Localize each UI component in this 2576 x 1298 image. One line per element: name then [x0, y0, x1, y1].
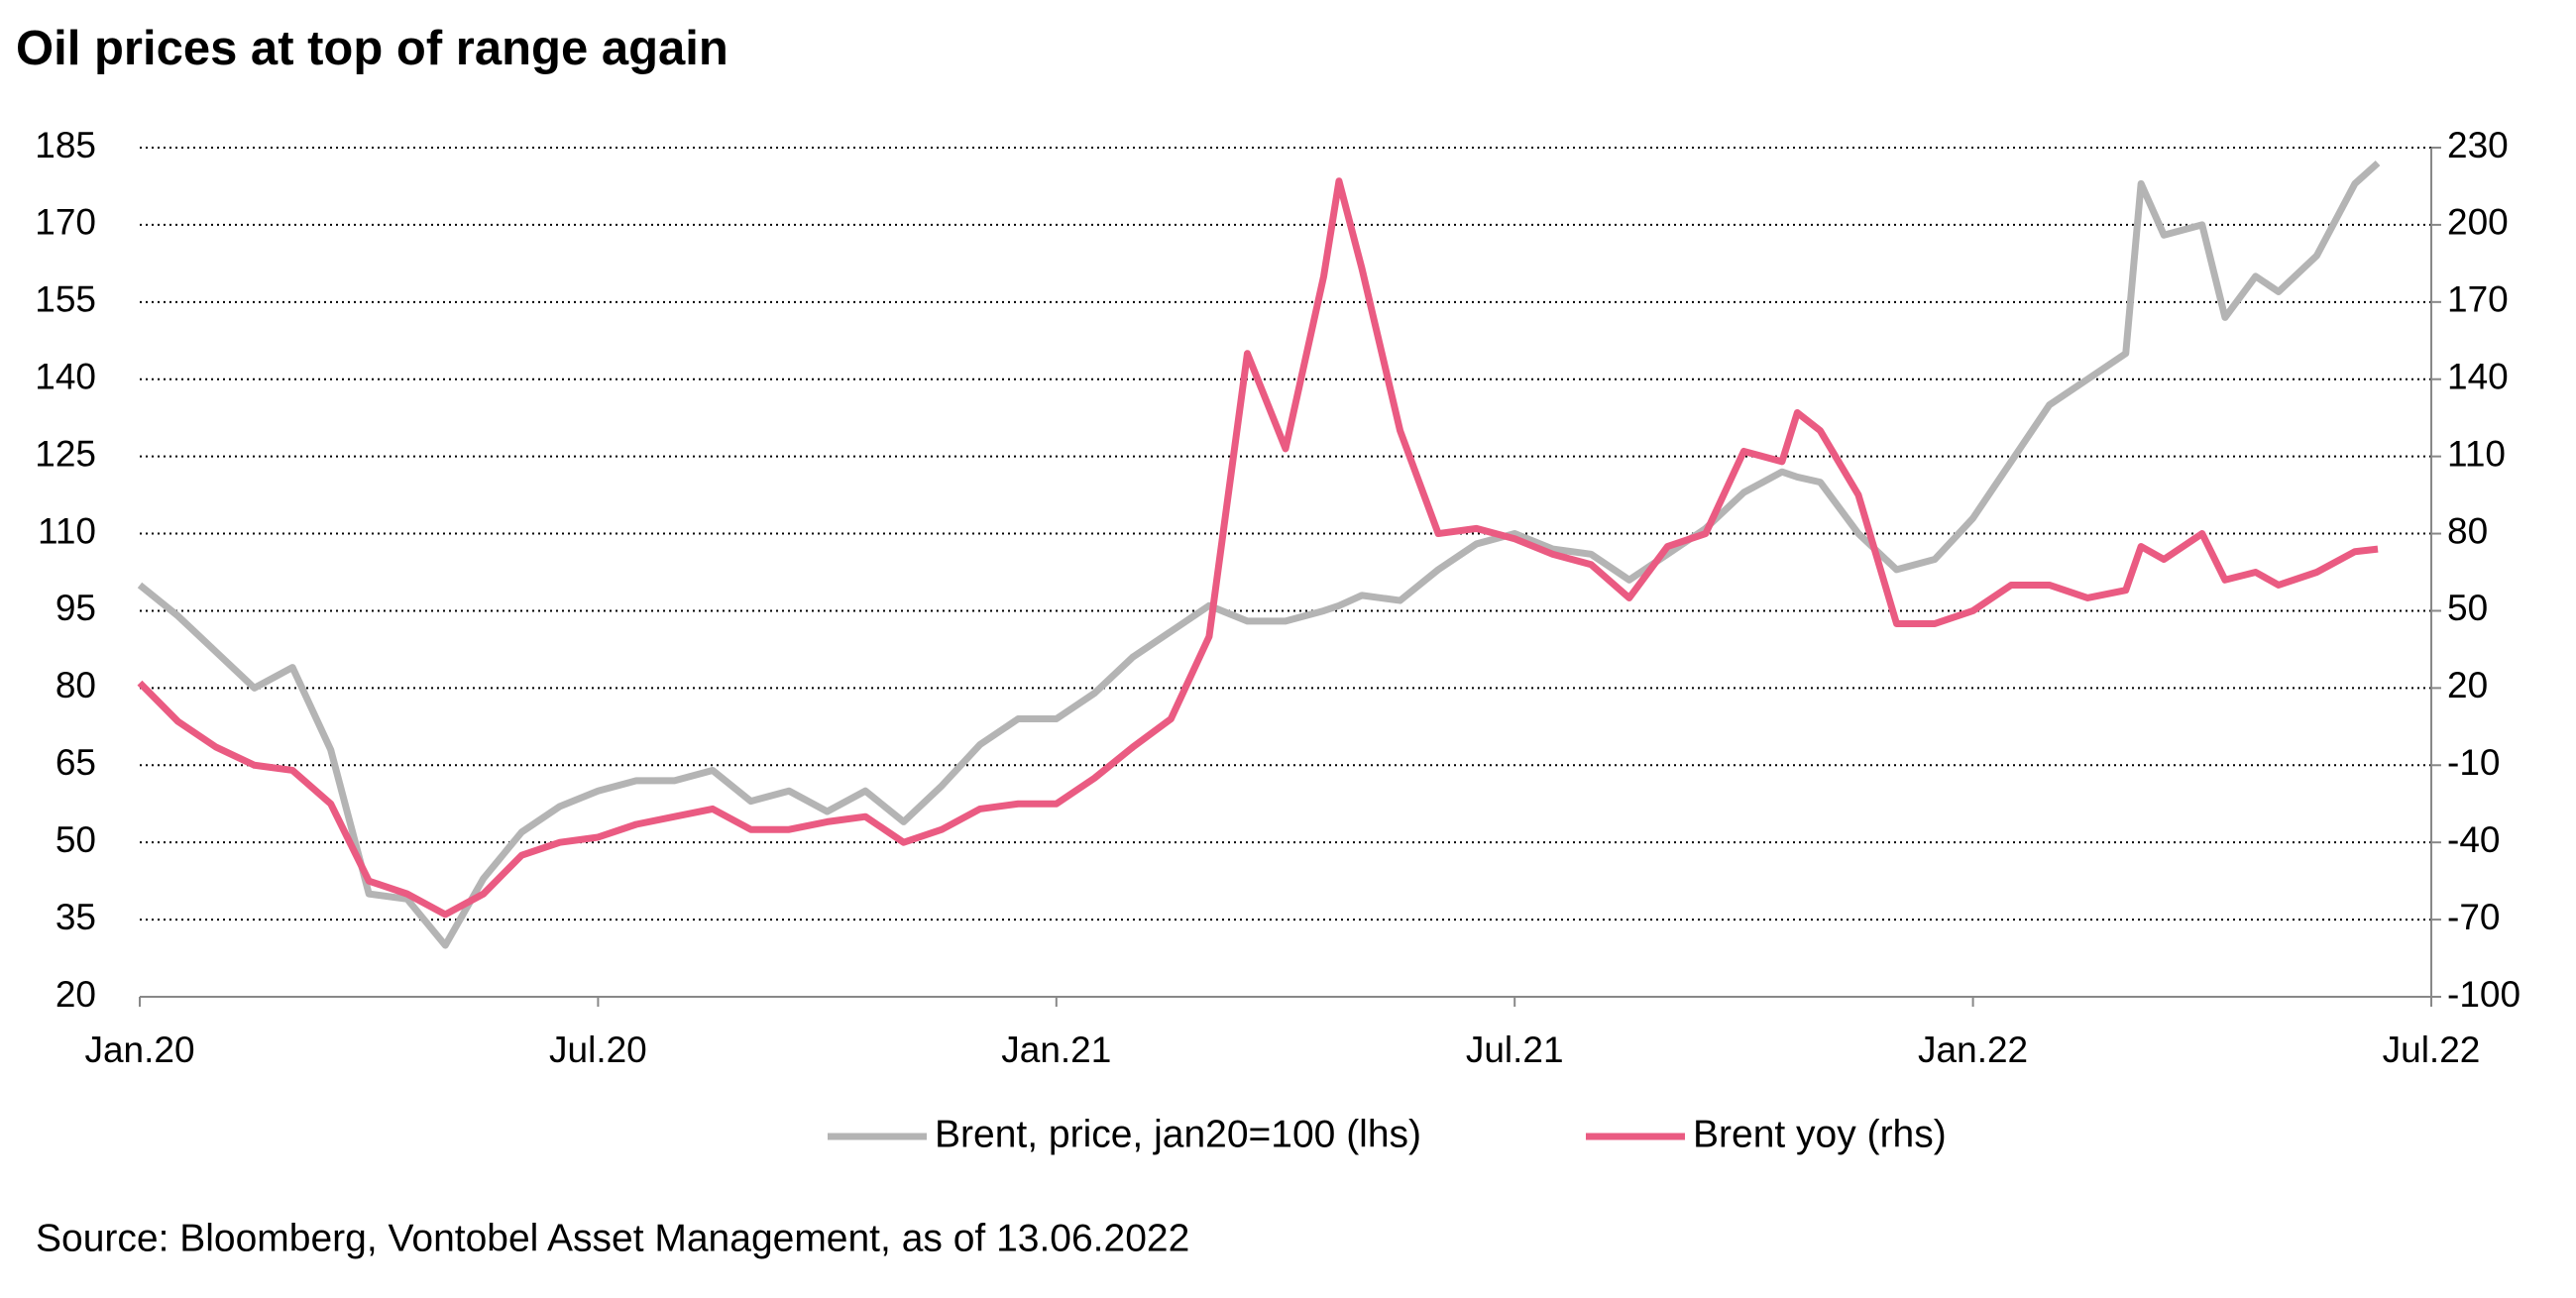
y-tick-label: 80	[56, 665, 96, 705]
y-tick-label: 50	[56, 819, 96, 860]
y-tick-label: 170	[35, 202, 96, 243]
y2-tick-label: 140	[2447, 357, 2509, 397]
legend-label: Brent, price, jan20=100 (lhs)	[935, 1113, 1421, 1155]
y-tick-label: 95	[56, 588, 96, 628]
x-tick-label: Jan.22	[1918, 1029, 2028, 1070]
x-tick-label: Jul.20	[549, 1029, 647, 1070]
chart-title: Oil prices at top of range again	[16, 22, 728, 75]
x-tick-label: Jan.21	[1001, 1029, 1111, 1070]
y-tick-label: 65	[56, 742, 96, 783]
y-tick-label: 20	[56, 974, 96, 1015]
y2-tick-label: 20	[2447, 665, 2488, 705]
source-note: Source: Bloomberg, Vontobel Asset Manage…	[36, 1217, 1189, 1259]
y-tick-label: 110	[38, 510, 96, 551]
y2-tick-label: -100	[2447, 974, 2520, 1015]
y-tick-label: 185	[35, 125, 96, 165]
y2-tick-label: 200	[2447, 202, 2509, 243]
y2-tick-label: 80	[2447, 510, 2488, 551]
series-line	[137, 160, 2381, 949]
y-tick-label: 140	[35, 357, 96, 397]
x-tick-label: Jan.20	[84, 1029, 194, 1070]
y2-tick-label: 170	[2447, 279, 2509, 320]
x-tick-label: Jul.22	[2383, 1029, 2481, 1070]
x-tick-label: Jul.21	[1466, 1029, 1564, 1070]
y-tick-label: 35	[56, 897, 96, 937]
y2-tick-label: -10	[2447, 742, 2500, 783]
series-line	[137, 177, 2379, 919]
y2-tick-label: 230	[2447, 125, 2509, 165]
y-tick-label: 155	[35, 279, 96, 320]
y2-tick-label: -70	[2447, 897, 2500, 937]
y2-tick-label: -40	[2447, 819, 2500, 860]
y2-tick-label: 50	[2447, 588, 2488, 628]
y-tick-label: 125	[35, 433, 96, 474]
legend-label: Brent yoy (rhs)	[1693, 1113, 1947, 1155]
y2-tick-label: 110	[2447, 433, 2506, 474]
